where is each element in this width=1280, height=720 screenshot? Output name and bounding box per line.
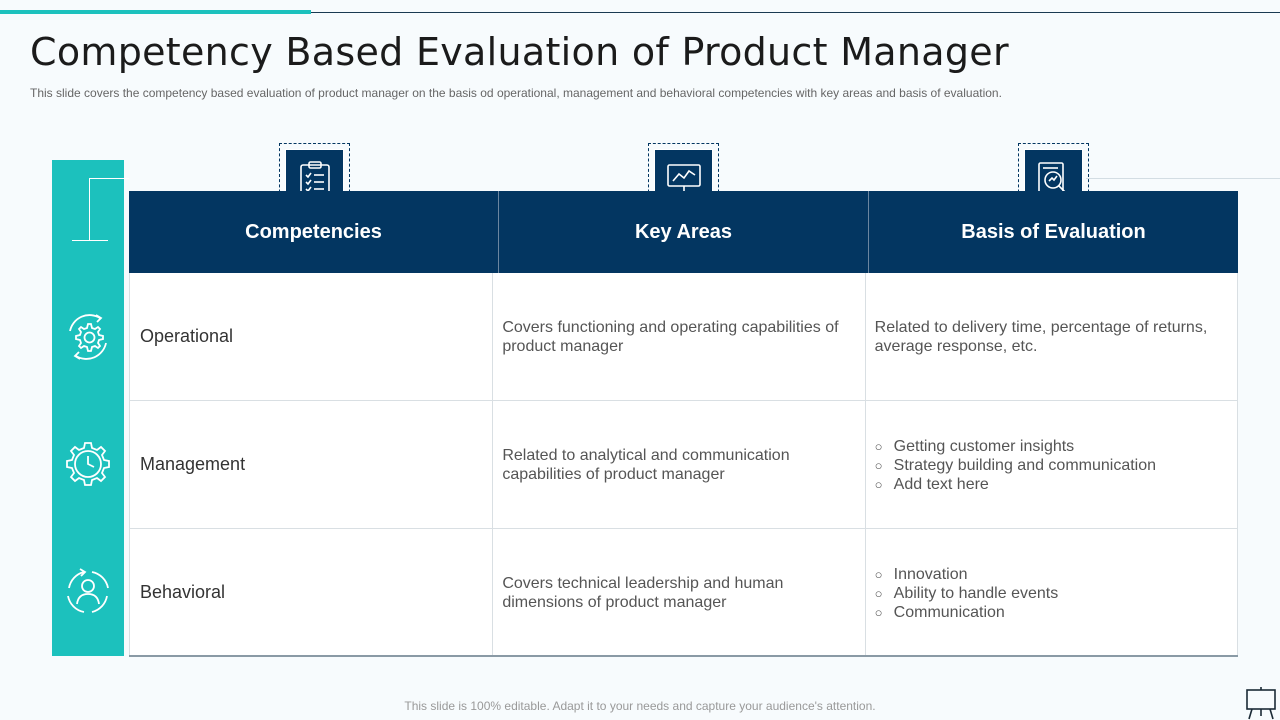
bullet-icon: ○ (874, 477, 883, 492)
key-area-cell: Covers functioning and operating capabil… (493, 273, 866, 400)
gear-cycle-icon (60, 309, 116, 365)
table-row: Management Related to analytical and com… (129, 401, 1238, 529)
side-accent-bar (52, 160, 124, 656)
basis-cell: Related to delivery time, percentage of … (866, 273, 1238, 400)
bullet-icon: ○ (874, 439, 883, 454)
page-subtitle: This slide covers the competency based e… (30, 86, 1002, 100)
table-row: Operational Covers functioning and opera… (129, 273, 1238, 401)
connector-line (89, 178, 90, 240)
list-item: ○ Communication (874, 604, 1005, 621)
bullet-icon: ○ (874, 586, 883, 601)
competency-cell: Behavioral (129, 529, 494, 655)
header-competencies: Competencies (129, 191, 499, 273)
basis-cell: ○ Getting customer insights ○ Strategy bui… (866, 401, 1238, 528)
header-key-areas: Key Areas (499, 191, 869, 273)
table-header: Competencies Key Areas Basis of Evaluati… (129, 191, 1238, 273)
person-cycle-icon (60, 564, 116, 620)
header-basis-of-evaluation: Basis of Evaluation (961, 220, 1146, 243)
list-item: ○ Add text here (874, 476, 989, 493)
bullet-icon: ○ (874, 567, 883, 582)
competency-cell: Management (129, 401, 494, 528)
table-row: Behavioral Covers technical leadership a… (129, 529, 1238, 657)
top-accent-bar (0, 10, 311, 14)
evaluation-table: Competencies Key Areas Basis of Evaluati… (129, 191, 1238, 657)
key-area-cell: Covers technical leadership and human di… (493, 529, 866, 655)
key-area-cell: Related to analytical and communication … (493, 401, 866, 528)
basis-cell: ○ Innovation ○ Ability to handle events ○ C… (866, 529, 1238, 655)
list-item: ○ Ability to handle events (874, 585, 1059, 602)
competency-cell: Operational (129, 273, 494, 400)
presentation-easel-icon (1244, 686, 1278, 720)
top-rule (0, 12, 1280, 13)
connector-line (89, 178, 129, 179)
basis-list: ○ Innovation ○ Ability to handle events ○ C… (875, 565, 1227, 622)
list-item: ○ Strategy building and communication (874, 457, 1157, 474)
list-item: ○ Getting customer insights (874, 438, 1075, 455)
page-title: Competency Based Evaluation of Product M… (30, 30, 1009, 74)
divider (1086, 178, 1280, 179)
basis-list: ○ Getting customer insights ○ Strategy bui… (875, 437, 1227, 494)
bullet-icon: ○ (874, 605, 883, 620)
footer-note: This slide is 100% editable. Adapt it to… (404, 699, 876, 713)
connector-line (72, 240, 108, 241)
gear-clock-icon (60, 436, 116, 492)
bullet-icon: ○ (874, 458, 883, 473)
list-item: ○ Innovation (874, 566, 968, 583)
